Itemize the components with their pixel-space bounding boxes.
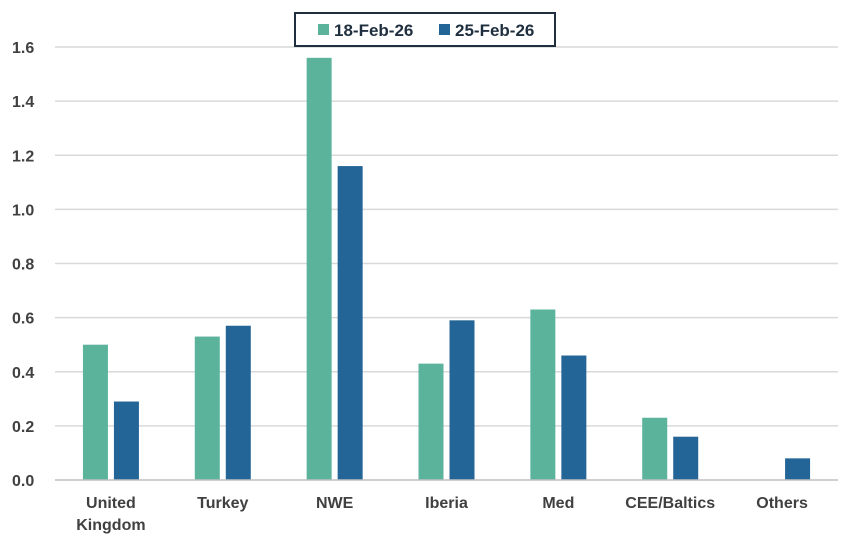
legend-swatch-series-1 [318, 24, 329, 35]
legend-box [294, 12, 556, 47]
y-tick-label: 0.6 [12, 311, 34, 328]
x-tick-label-line: Others [756, 495, 808, 512]
x-tick-label-line: Kingdom [76, 517, 145, 534]
bar-series-2 [673, 436, 699, 480]
y-tick-label: 0.4 [12, 365, 34, 382]
gridlines [55, 46, 838, 427]
x-tick-label-line: CEE/Baltics [625, 495, 715, 512]
x-tick-label: NWE [316, 495, 354, 512]
x-tick-label: CEE/Baltics [625, 495, 715, 512]
legend-label-series-1: 18-Feb-26 [334, 21, 413, 40]
bar-series-1 [418, 363, 444, 480]
legend-swatch-series-2 [439, 24, 450, 35]
x-tick-label: Iberia [425, 495, 468, 512]
legend-label-series-2: 25-Feb-26 [455, 21, 534, 40]
x-tick-label: Others [756, 495, 808, 512]
bar-series-2 [225, 325, 251, 480]
bar-series-2 [337, 166, 363, 480]
x-tick-label-line: NWE [316, 495, 354, 512]
bar-series-1 [82, 344, 108, 480]
x-tick-label-line: United [86, 495, 136, 512]
bar-series-1 [530, 309, 556, 480]
y-tick-label: 0.2 [12, 419, 34, 436]
bar-series-2 [449, 320, 475, 480]
y-tick-label: 1.4 [12, 94, 34, 111]
bars [82, 57, 811, 480]
bar-series-2 [561, 355, 587, 480]
y-tick-label: 0.0 [12, 473, 34, 490]
y-tick-label: 1.2 [12, 148, 34, 165]
x-tick-label: Turkey [197, 495, 248, 512]
bar-series-1 [306, 57, 332, 480]
legend: 18-Feb-26 25-Feb-26 [294, 12, 556, 47]
y-tick-label: 0.8 [12, 257, 34, 274]
bar-series-1 [194, 336, 220, 480]
x-tick-label-line: Iberia [425, 495, 468, 512]
x-tick-label-line: Turkey [197, 495, 248, 512]
y-axis-ticks: 0.0 0.2 0.4 0.6 0.8 1.0 1.2 1.4 1.6 [12, 40, 34, 490]
bar-series-2 [113, 401, 139, 480]
x-tick-label: Med [542, 495, 574, 512]
x-axis-labels: United Kingdom Turkey NWE Iberia Med CEE/Balti… [76, 495, 808, 534]
bar-series-1 [642, 417, 668, 480]
y-tick-label: 1.0 [12, 202, 34, 219]
x-tick-label: United Kingdom [76, 495, 145, 534]
x-tick-label-line: Med [542, 495, 574, 512]
y-tick-label: 1.6 [12, 40, 34, 57]
bar-series-2 [785, 458, 811, 480]
